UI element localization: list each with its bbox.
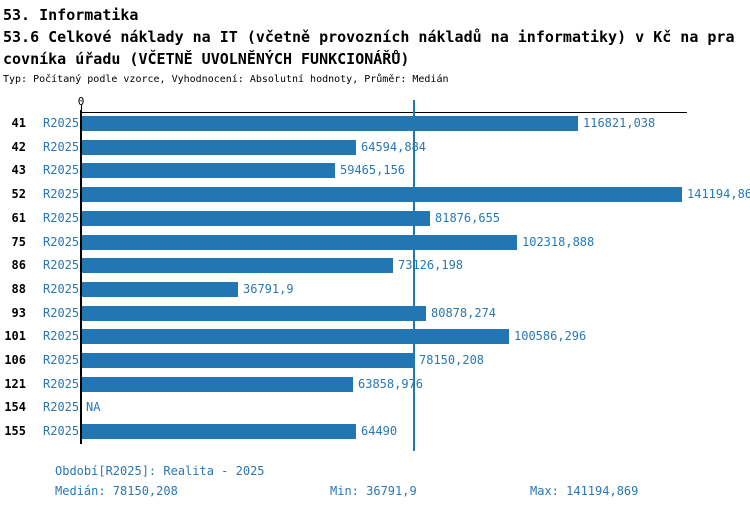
bar — [82, 282, 238, 297]
bar-chart: 0 41 R2025 116821,038 42 R2025 64594,884 43 R20… — [4, 95, 750, 451]
bar-value-label: 78150,208 — [419, 353, 485, 367]
row-category-label: 154 — [4, 400, 26, 414]
x-axis-zero-label: 0 — [77, 95, 85, 108]
row-series-label: R2025 — [43, 211, 80, 225]
bar — [82, 424, 356, 439]
bar-value-label: NA — [86, 400, 101, 414]
row-series-label: R2025 — [43, 400, 80, 414]
row-category-label: 88 — [11, 282, 26, 296]
median-stat: Medián: 78150,208 — [55, 484, 178, 498]
row-series-label: R2025 — [43, 282, 80, 296]
bar — [82, 306, 426, 321]
period-label: Období[R2025]: Realita - 2025 — [55, 464, 265, 478]
bar — [82, 235, 517, 250]
bar — [82, 211, 430, 226]
bar-value-label: 63858,976 — [358, 377, 424, 391]
bar — [82, 329, 509, 344]
indicator-title-line2: covníka úřadu (VČETNĚ UVOLNĚNÝCH FUNKCIO… — [3, 50, 410, 68]
x-axis-zero-tick — [81, 105, 82, 113]
bar-value-label: 100586,296 — [514, 329, 587, 343]
min-stat: Min: 36791,9 — [330, 484, 417, 498]
bar-value-label: 141194,869 — [687, 187, 750, 201]
row-series-label: R2025 — [43, 353, 80, 367]
row-series-label: R2025 — [43, 116, 80, 130]
row-series-label: R2025 — [43, 329, 80, 343]
row-category-label: 42 — [11, 140, 26, 154]
indicator-title-line1: 53.6 Celkové náklady na IT (včetně provo… — [3, 28, 735, 46]
row-category-label: 52 — [11, 187, 26, 201]
median-line — [413, 100, 415, 451]
chart-meta-line: Typ: Počítaný podle vzorce, Vyhodnocení:… — [3, 74, 449, 85]
row-category-label: 155 — [4, 424, 26, 438]
bar-value-label: 64594,884 — [361, 140, 427, 154]
bar-value-label: 116821,038 — [583, 116, 656, 130]
row-series-label: R2025 — [43, 377, 80, 391]
row-category-label: 93 — [11, 306, 26, 320]
row-category-label: 106 — [4, 353, 26, 367]
row-category-label: 121 — [4, 377, 26, 391]
row-category-label: 86 — [11, 258, 26, 272]
bar — [82, 258, 393, 273]
row-category-label: 61 — [11, 211, 26, 225]
row-category-label: 101 — [4, 329, 26, 343]
x-axis-line — [81, 112, 687, 113]
section-title: 53. Informatika — [3, 6, 139, 24]
bar-value-label: 59465,156 — [340, 163, 406, 177]
row-category-label: 43 — [11, 163, 26, 177]
max-stat: Max: 141194,869 — [530, 484, 639, 498]
bar-value-label: 64490 — [361, 424, 398, 438]
bar-value-label: 80878,274 — [431, 306, 497, 320]
bar — [82, 187, 682, 202]
row-category-label: 41 — [11, 116, 26, 130]
row-series-label: R2025 — [43, 140, 80, 154]
bar — [82, 140, 356, 155]
bar — [82, 353, 414, 368]
row-series-label: R2025 — [43, 258, 80, 272]
bar-value-label: 73126,198 — [398, 258, 464, 272]
row-series-label: R2025 — [43, 187, 80, 201]
bar — [82, 377, 353, 392]
bar-value-label: 36791,9 — [243, 282, 294, 296]
bar-value-label: 102318,888 — [522, 235, 595, 249]
row-series-label: R2025 — [43, 235, 80, 249]
report-header: 53. Informatika 53.6 Celkové náklady na … — [3, 4, 735, 87]
bar — [82, 163, 335, 178]
row-series-label: R2025 — [43, 424, 80, 438]
y-axis-line — [80, 110, 82, 444]
bar — [82, 116, 578, 131]
bar-value-label: 81876,655 — [435, 211, 501, 225]
row-series-label: R2025 — [43, 306, 80, 320]
row-series-label: R2025 — [43, 163, 80, 177]
row-category-label: 75 — [11, 235, 26, 249]
